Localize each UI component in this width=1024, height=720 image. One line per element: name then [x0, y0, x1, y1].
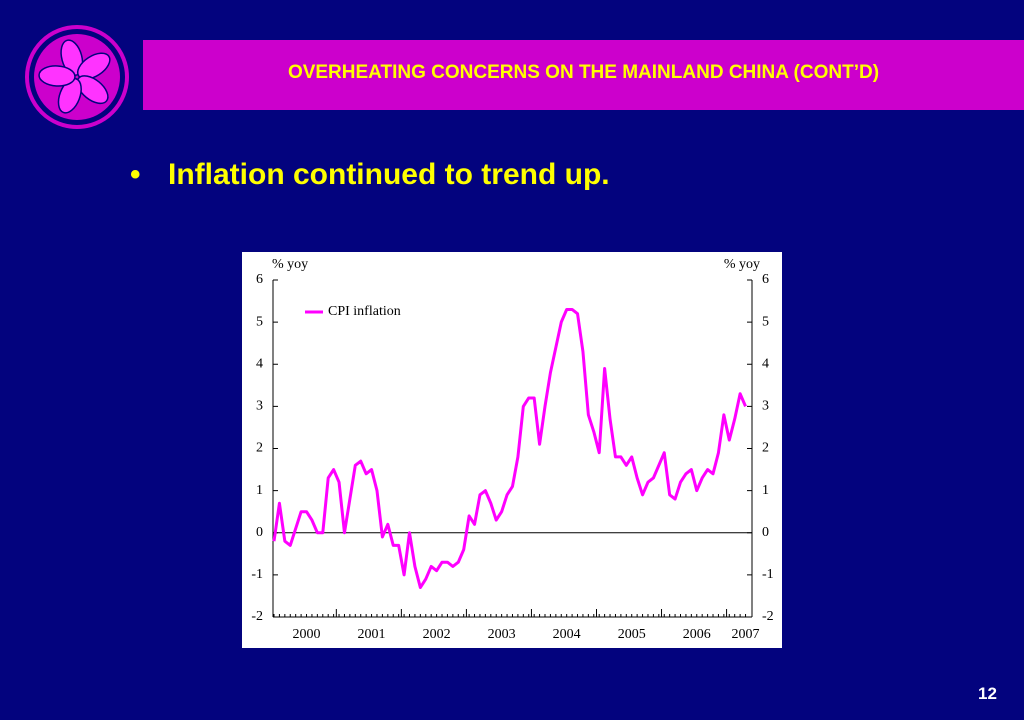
y-tick-label: 4 — [256, 356, 263, 371]
x-tick-label: 2002 — [423, 627, 451, 642]
y-tick-label: -1 — [251, 567, 263, 582]
cpi-line — [272, 307, 747, 590]
y2-tick-label: -2 — [762, 609, 774, 624]
legend-label: CPI inflation — [328, 304, 401, 319]
y-tick-label: -2 — [251, 609, 263, 624]
x-tick-label: 2004 — [553, 627, 581, 642]
bullet-dot: • — [130, 158, 141, 191]
y-tick-label: 0 — [256, 525, 263, 540]
slide-title: OVERHEATING CONCERNS ON THE MAINLAND CHI… — [287, 62, 880, 83]
x-tick-label: 2005 — [618, 627, 646, 642]
y2-tick-label: 5 — [762, 314, 769, 329]
y2-axis-label: % yoy — [724, 257, 760, 272]
logo — [25, 25, 129, 129]
y2-tick-label: 6 — [762, 272, 769, 287]
y-tick-label: 3 — [256, 399, 263, 414]
x-tick-label: 2001 — [358, 627, 386, 642]
y-axis-label: % yoy — [272, 257, 308, 272]
y-tick-label: 2 — [256, 441, 263, 456]
y2-tick-label: 4 — [762, 356, 769, 371]
y2-tick-label: 3 — [762, 399, 769, 414]
y-tick-label: 5 — [256, 314, 263, 329]
y-tick-label: 1 — [256, 483, 263, 498]
y2-tick-label: 1 — [762, 483, 769, 498]
page-number: 12 — [978, 684, 997, 703]
y2-tick-label: 2 — [762, 441, 769, 456]
y2-tick-label: 0 — [762, 525, 769, 540]
bullet-text: Inflation continued to trend up. — [168, 158, 610, 191]
x-tick-label: 2007 — [732, 627, 760, 642]
x-tick-label: 2000 — [293, 627, 321, 642]
header-bar: OVERHEATING CONCERNS ON THE MAINLAND CHI… — [143, 40, 1024, 110]
x-tick-label: 2006 — [683, 627, 711, 642]
y2-tick-label: -1 — [762, 567, 774, 582]
chart: % yoy % yoy -2 -1 0 1 2 3 4 5 6 -2 -1 0 1 2 3 4 5 6 2000 20… — [242, 252, 782, 648]
y-tick-label: 6 — [256, 272, 263, 287]
x-tick-label: 2003 — [488, 627, 516, 642]
